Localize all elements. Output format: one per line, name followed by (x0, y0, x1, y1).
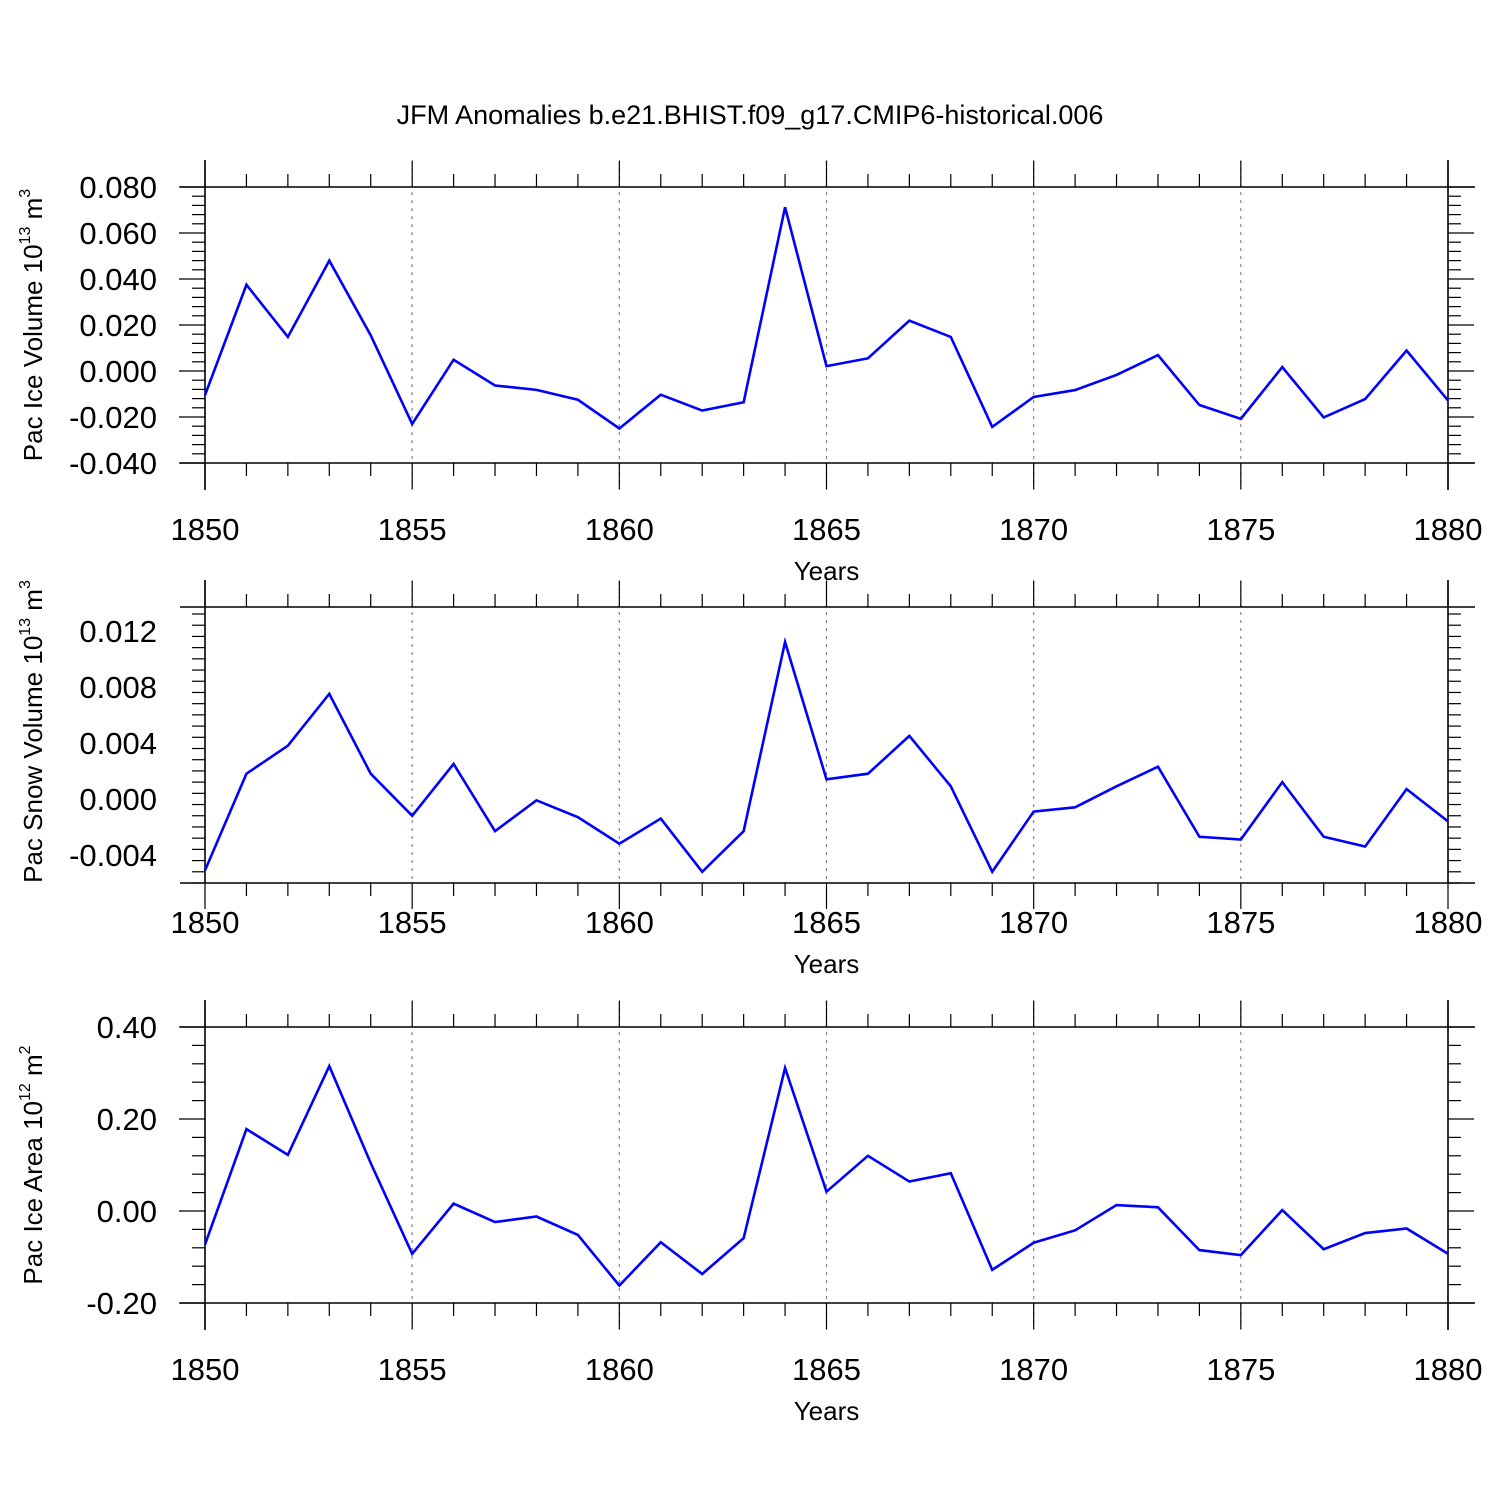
panel-1-xtick-label: 1875 (1206, 512, 1275, 547)
panel-1-ytick-label: 0.080 (79, 170, 157, 205)
y-label-text: m (18, 589, 48, 618)
panel-2-xtick-label: 1850 (171, 905, 240, 940)
panel-2-ytick-label: 0.012 (79, 614, 157, 649)
panel-2-x-axis-label: Years (794, 949, 860, 979)
panel-1-ytick-label: 0.040 (79, 262, 157, 297)
y-label-text: m (18, 198, 48, 227)
panel-3-ytick-label: -0.20 (86, 1286, 157, 1321)
panel-2-xtick-label: 1880 (1414, 905, 1483, 940)
y-label-superscript: 3 (17, 580, 34, 589)
panel-2-xtick-label: 1875 (1206, 905, 1275, 940)
panel-3-xtick-label: 1855 (378, 1352, 447, 1387)
panel-3-series-line (203, 1062, 1449, 1288)
panel-3-ytick-label: 0.40 (97, 1010, 157, 1045)
panel-1-ytick-label: -0.040 (69, 446, 157, 481)
panel-3-ytick-label: 0.20 (97, 1102, 157, 1137)
panel-3-ytick-label: 0.00 (97, 1194, 157, 1229)
panel-1-xtick-label: 1850 (171, 512, 240, 547)
y-label-superscript: 12 (17, 1083, 34, 1101)
panel-3-xtick-label: 1870 (999, 1352, 1068, 1387)
panel-1-xtick-label: 1865 (792, 512, 861, 547)
panel-1-xtick-label: 1870 (999, 512, 1068, 547)
panel-2-xtick-label: 1860 (585, 905, 654, 940)
y-label-superscript: 13 (17, 226, 34, 244)
y-label-superscript: 13 (17, 618, 34, 636)
panel-2-xtick-label: 1865 (792, 905, 861, 940)
panel-3-x-axis-label: Years (794, 1396, 860, 1426)
chart-title: JFM Anomalies b.e21.BHIST.f09_g17.CMIP6-… (397, 100, 1104, 130)
panel-3-xtick-label: 1860 (585, 1352, 654, 1387)
y-label-text: m (18, 1054, 48, 1083)
panel-1-ytick-label: 0.000 (79, 354, 157, 389)
y-label-superscript: 2 (17, 1045, 34, 1054)
panel-2-ytick-label: -0.004 (69, 838, 157, 873)
panel-1-ytick-label: 0.020 (79, 308, 157, 343)
y-label-superscript: 3 (17, 189, 34, 198)
panel-2-ytick-label: 0.008 (79, 670, 157, 705)
panel-2-ytick-label: 0.004 (79, 726, 157, 761)
panel-1-xtick-label: 1880 (1414, 512, 1483, 547)
panel-3-xtick-label: 1865 (792, 1352, 861, 1387)
y-label-text: Pac Ice Volume 10 (18, 244, 48, 461)
panel-1-ytick-label: -0.020 (69, 400, 157, 435)
panel-1-xtick-label: 1860 (585, 512, 654, 547)
panel-3-xtick-label: 1875 (1206, 1352, 1275, 1387)
panel-2-xtick-label: 1870 (999, 905, 1068, 940)
y-label-text: Pac Snow Volume 10 (18, 636, 48, 883)
y-label-text: Pac Ice Area 10 (18, 1101, 48, 1285)
panel-2-xtick-label: 1855 (378, 905, 447, 940)
panel-1-ytick-label: 0.060 (79, 216, 157, 251)
panel-3-xtick-label: 1850 (171, 1352, 240, 1387)
panel-1-xtick-label: 1855 (378, 512, 447, 547)
panel-2-y-axis-label: Pac Snow Volume 1013 m3 (17, 580, 48, 883)
panel-2-ytick-label: 0.000 (79, 782, 157, 817)
panel-3-y-axis-label: Pac Ice Area 1012 m2 (17, 1045, 48, 1284)
panel-3-xtick-label: 1880 (1414, 1352, 1483, 1387)
panel-1-y-axis-label: Pac Ice Volume 1013 m3 (17, 189, 48, 462)
